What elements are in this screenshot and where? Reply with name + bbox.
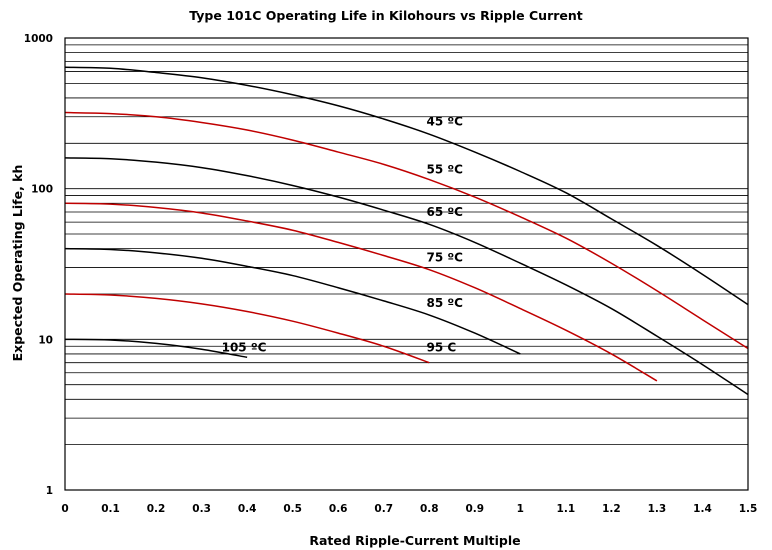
series-line — [64, 157, 749, 396]
series-line — [64, 66, 749, 306]
x-tick-label: 0.9 — [465, 503, 484, 515]
y-ticks: 1 10 100 1000 — [24, 33, 53, 497]
x-tick-label: 0.1 — [101, 503, 120, 515]
x-tick-label: 0 — [61, 503, 68, 515]
y-tick-label: 100 — [31, 184, 53, 196]
x-tick-label: 1.5 — [739, 503, 758, 515]
series-label: 75 ºC — [427, 250, 464, 264]
grid-lines — [65, 44, 748, 446]
x-tick-label: 0.5 — [283, 503, 302, 515]
series-label: 45 ºC — [427, 114, 464, 128]
x-ticks: 0 0.1 0.2 0.3 0.4 0.5 0.6 0.7 0.8 0.9 1 1.1 1.2 1.3 1.… — [61, 503, 757, 515]
y-tick-label: 1 — [46, 485, 53, 497]
x-tick-label: 0.2 — [147, 503, 166, 515]
series-label: 65 ºC — [427, 205, 464, 219]
series-label: 85 ºC — [427, 296, 464, 310]
x-tick-label: 0.8 — [420, 503, 439, 515]
x-tick-label: 0.6 — [329, 503, 348, 515]
y-axis-title: Expected Operating Life, kh — [10, 165, 25, 362]
series-line — [64, 338, 248, 359]
x-tick-label: 1.3 — [648, 503, 667, 515]
chart-title: Type 101C Operating Life in Kilohours vs… — [189, 8, 583, 23]
plot-frame — [64, 37, 749, 491]
series-line — [64, 293, 430, 364]
series-line — [64, 247, 521, 355]
x-tick-label: 1.2 — [602, 503, 621, 515]
x-axis-title: Rated Ripple-Current Multiple — [309, 533, 520, 548]
series-label: 55 ºC — [427, 163, 464, 177]
series-labels: 45 ºC 55 ºC 65 ºC 75 ºC 85 ºC 95 C 105 ºC — [222, 114, 464, 354]
x-tick-label: 1 — [517, 503, 524, 515]
series-lines — [64, 66, 749, 396]
series-label: 95 C — [427, 340, 457, 354]
series-line — [64, 111, 749, 350]
x-tick-label: 1.4 — [693, 503, 712, 515]
series-label: 105 ºC — [222, 340, 267, 354]
x-tick-label: 0.7 — [374, 503, 393, 515]
y-tick-label: 1000 — [24, 33, 53, 45]
y-tick-label: 10 — [38, 334, 53, 346]
x-tick-label: 0.4 — [238, 503, 257, 515]
series-line — [64, 202, 658, 382]
x-tick-label: 1.1 — [557, 503, 576, 515]
x-tick-label: 0.3 — [192, 503, 211, 515]
